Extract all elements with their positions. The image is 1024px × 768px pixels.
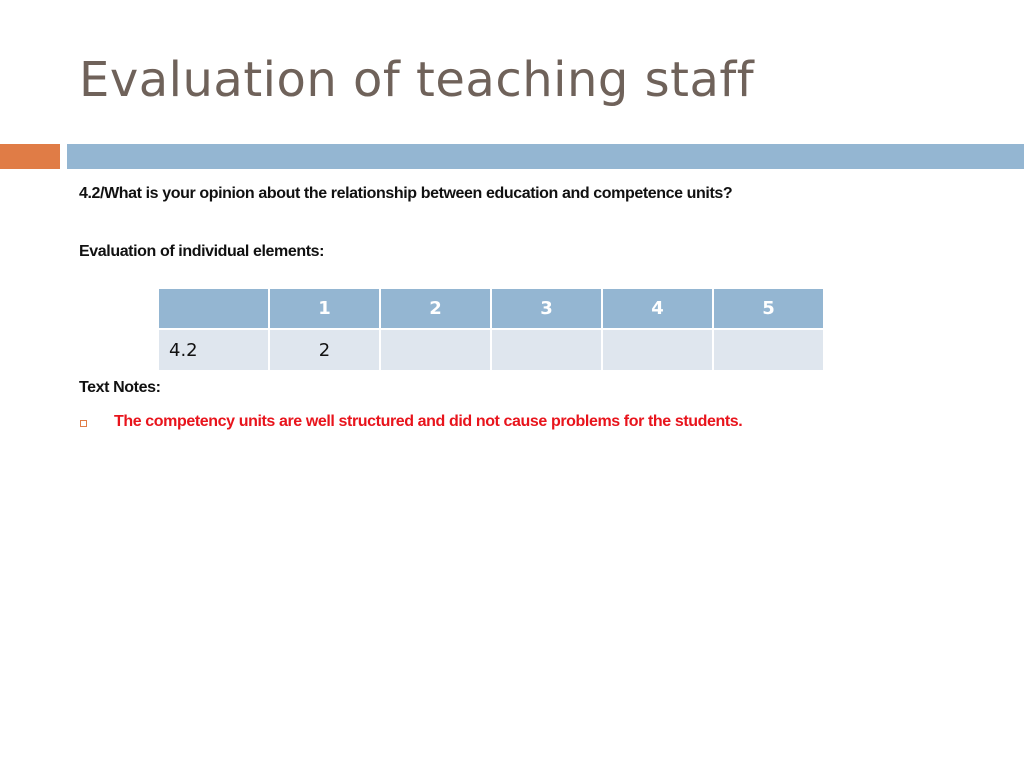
table-row: 4.2 2 bbox=[157, 328, 825, 372]
table-header-cell bbox=[157, 287, 270, 330]
table-header-cell: 3 bbox=[490, 287, 603, 330]
table-cell bbox=[712, 328, 825, 372]
table-row-label: 4.2 bbox=[157, 328, 270, 372]
notes-label: Text Notes: bbox=[79, 379, 161, 396]
table-cell: 2 bbox=[268, 328, 381, 372]
table-header-cell: 1 bbox=[268, 287, 381, 330]
square-bullet-icon bbox=[80, 420, 87, 427]
evaluation-label: Evaluation of individual elements: bbox=[79, 243, 325, 260]
accent-bar-orange bbox=[0, 144, 60, 169]
slide-title: Evaluation of teaching staff bbox=[79, 52, 755, 108]
table-cell bbox=[490, 328, 603, 372]
accent-bar-blue bbox=[67, 144, 1024, 169]
table-header-row: 1 2 3 4 5 bbox=[157, 287, 825, 330]
evaluation-table: 1 2 3 4 5 4.2 2 bbox=[157, 287, 825, 372]
table-header-cell: 2 bbox=[379, 287, 492, 330]
table-cell bbox=[379, 328, 492, 372]
table-cell bbox=[601, 328, 714, 372]
note-item: The competency units are well structured… bbox=[114, 413, 743, 430]
table-header-cell: 5 bbox=[712, 287, 825, 330]
question-text: 4.2/What is your opinion about the relat… bbox=[79, 185, 733, 202]
table-header-cell: 4 bbox=[601, 287, 714, 330]
